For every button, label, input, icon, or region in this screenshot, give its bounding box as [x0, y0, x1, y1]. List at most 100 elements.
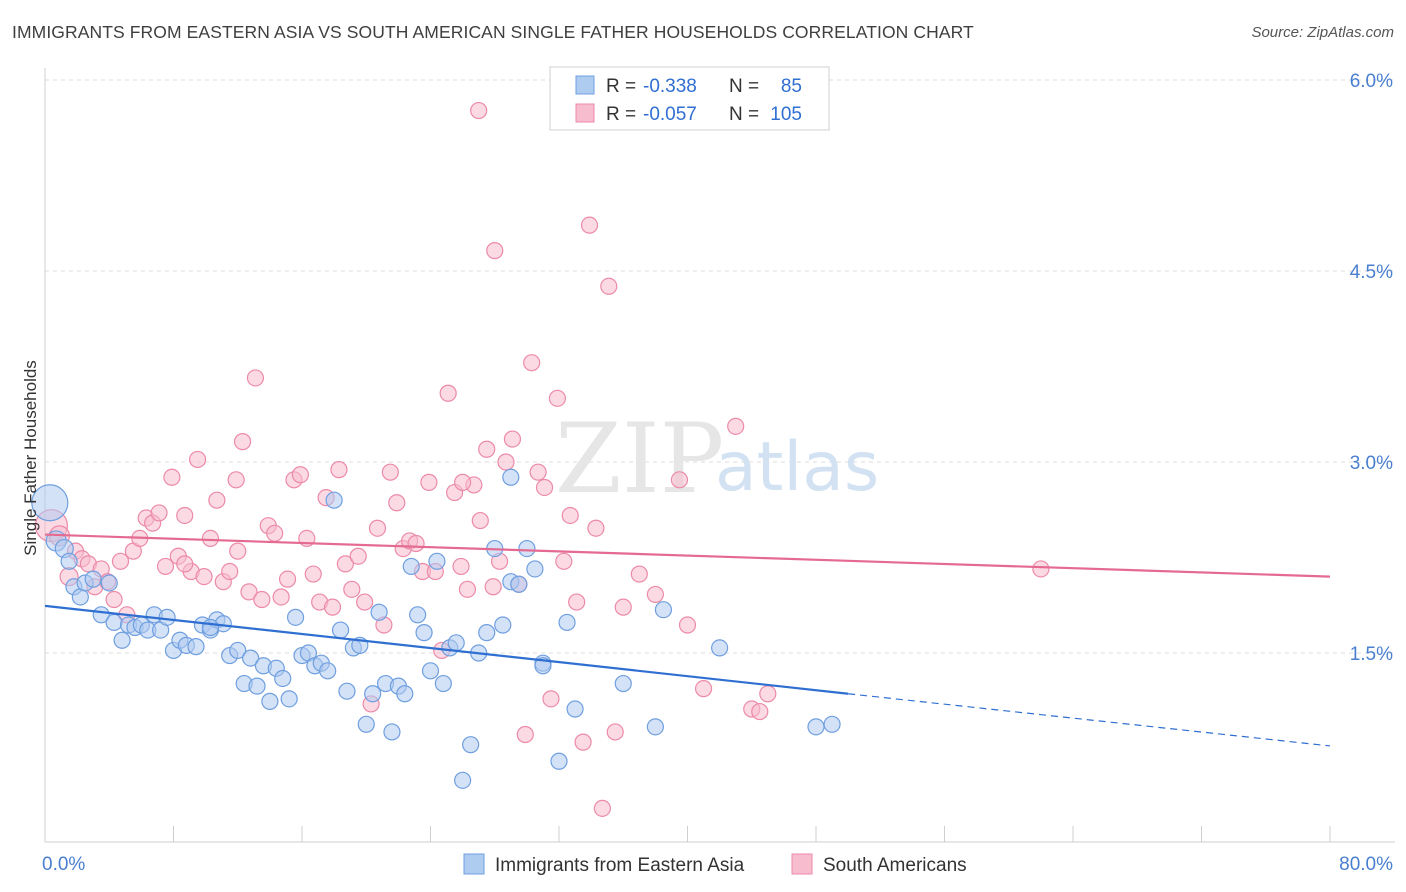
- south-americans-point-47: [349, 547, 367, 565]
- eastern-asia-point-75: [558, 613, 576, 632]
- south-americans-point-64: [458, 580, 477, 598]
- eastern-asia-point-36: [280, 690, 298, 708]
- south-americans-point-27: [221, 562, 239, 581]
- bottom-legend-swatch-pink: [791, 853, 813, 875]
- south-americans-point-40: [304, 565, 322, 583]
- chart-title: IMMIGRANTS FROM EASTERN ASIA VS SOUTH AM…: [12, 22, 974, 42]
- south-americans-point-102: [176, 555, 194, 573]
- eastern-asia-point-3: [60, 552, 78, 570]
- eastern-asia-point-71: [518, 539, 536, 558]
- eastern-asia-point-52: [383, 723, 401, 741]
- eastern-asia-point-30: [242, 649, 260, 667]
- south-americans-point-88: [614, 598, 632, 616]
- chart-source: Source: ZipAtlas.com: [1251, 24, 1394, 41]
- south-americans-point-53: [388, 494, 406, 512]
- eastern-asia-point-84: [502, 468, 520, 486]
- south-americans-point-103: [229, 542, 247, 560]
- south-americans-point-73: [516, 725, 534, 744]
- south-americans-point-70: [497, 453, 515, 471]
- eastern-asia-point-57: [415, 624, 433, 642]
- south-americans-point-45: [336, 555, 354, 573]
- south-americans-point-25: [208, 491, 226, 509]
- y-axis-label: Single Father Households: [21, 360, 40, 556]
- south-americans-trend-line: [44, 533, 1331, 578]
- eastern-asia-point-70: [510, 575, 528, 593]
- south-americans-point-94: [694, 680, 713, 698]
- eastern-asia-point-31: [248, 677, 266, 695]
- south-americans-point-86: [600, 277, 618, 295]
- eastern-asia-point-76: [566, 700, 584, 718]
- eastern-asia-point-59: [428, 552, 446, 570]
- south-americans-point-76: [535, 478, 554, 497]
- x-tick-label-0: 0.0%: [42, 854, 85, 875]
- eastern-asia-point-62: [447, 634, 465, 652]
- eastern-asia-point-81: [807, 718, 825, 736]
- south-americans-point-31: [246, 369, 265, 387]
- south-americans-point-58: [420, 473, 438, 491]
- eastern-asia-point-66: [478, 624, 496, 642]
- south-americans-point-52: [381, 463, 399, 481]
- eastern-asia-point-54: [396, 685, 414, 703]
- eastern-asia-point-64: [462, 736, 480, 754]
- eastern-asia-trend-extension: [848, 693, 1331, 747]
- south-americans-point-23: [195, 567, 213, 586]
- south-americans-point-9: [105, 590, 123, 609]
- watermark-atlas: atlas: [715, 428, 879, 507]
- eastern-asia-point-79: [654, 601, 673, 619]
- legend-n-value-blue: 85: [781, 76, 802, 97]
- south-americans-point-24: [201, 529, 220, 548]
- x-tick-labels: 0.0% 80.0%: [42, 854, 1393, 875]
- bottom-legend-label-pink: South Americans: [823, 855, 967, 876]
- south-americans-point-38: [291, 466, 309, 484]
- legend-n-label-blue: N =: [729, 76, 759, 97]
- watermark-zip: ZIP: [555, 403, 724, 515]
- eastern-asia-point-11: [113, 631, 131, 649]
- south-americans-point-93: [678, 616, 697, 634]
- y-tick-label-0: 1.5%: [1350, 644, 1393, 665]
- eastern-asia-point-85: [201, 618, 220, 637]
- south-americans-point-28: [227, 471, 245, 489]
- eastern-asia-point-49: [364, 685, 382, 703]
- south-americans-point-79: [555, 552, 573, 570]
- eastern-asia-point-0: [31, 484, 69, 522]
- eastern-asia-point-35: [274, 669, 292, 688]
- south-americans-point-35: [272, 588, 290, 606]
- eastern-asia-point-22: [187, 638, 205, 656]
- legend-r-value-pink: -0.057: [643, 104, 697, 125]
- eastern-asia-point-43: [325, 491, 343, 509]
- eastern-asia-point-56: [409, 606, 427, 624]
- south-americans-point-32: [253, 590, 271, 609]
- legend-r-label-pink: R =: [606, 104, 636, 125]
- eastern-asia-point-55: [402, 557, 420, 576]
- legend-swatch-blue: [575, 75, 595, 95]
- south-americans-point-85: [593, 799, 611, 817]
- eastern-asia-point-68: [494, 616, 512, 634]
- south-americans-point-97: [751, 702, 769, 721]
- bottom-legend-label-blue: Immigrants from Eastern Asia: [495, 855, 745, 876]
- y-tick-label-3: 6.0%: [1350, 71, 1393, 92]
- y-tick-labels: 1.5% 3.0% 4.5% 6.0%: [1350, 71, 1393, 665]
- south-americans-point-81: [568, 593, 586, 611]
- south-americans-point-48: [356, 593, 374, 611]
- south-americans-point-92: [670, 471, 689, 489]
- legend-n-value-pink: 105: [770, 104, 802, 125]
- south-americans-point-77: [542, 690, 560, 708]
- series-legend: Immigrants from Eastern Asia South Ameri…: [463, 853, 967, 876]
- south-americans-point-78: [548, 389, 566, 407]
- eastern-asia-point-82: [823, 715, 841, 733]
- axes: [44, 68, 1395, 843]
- south-americans-point-74: [523, 354, 541, 372]
- south-americans-point-67: [478, 440, 496, 458]
- south-americans-points: [34, 101, 1050, 817]
- south-americans-point-34: [266, 524, 284, 542]
- eastern-asia-point-42: [319, 662, 337, 680]
- eastern-asia-point-63: [454, 771, 472, 789]
- legend-r-value-blue: -0.338: [643, 76, 697, 97]
- eastern-asia-point-72: [526, 560, 544, 578]
- south-americans-point-75: [529, 463, 547, 481]
- south-americans-point-29: [233, 433, 252, 451]
- south-americans-point-22: [188, 450, 207, 469]
- correlation-legend: R = -0.338 N = 85 R = -0.057 N = 105: [549, 66, 830, 131]
- eastern-asia-point-45: [338, 682, 356, 700]
